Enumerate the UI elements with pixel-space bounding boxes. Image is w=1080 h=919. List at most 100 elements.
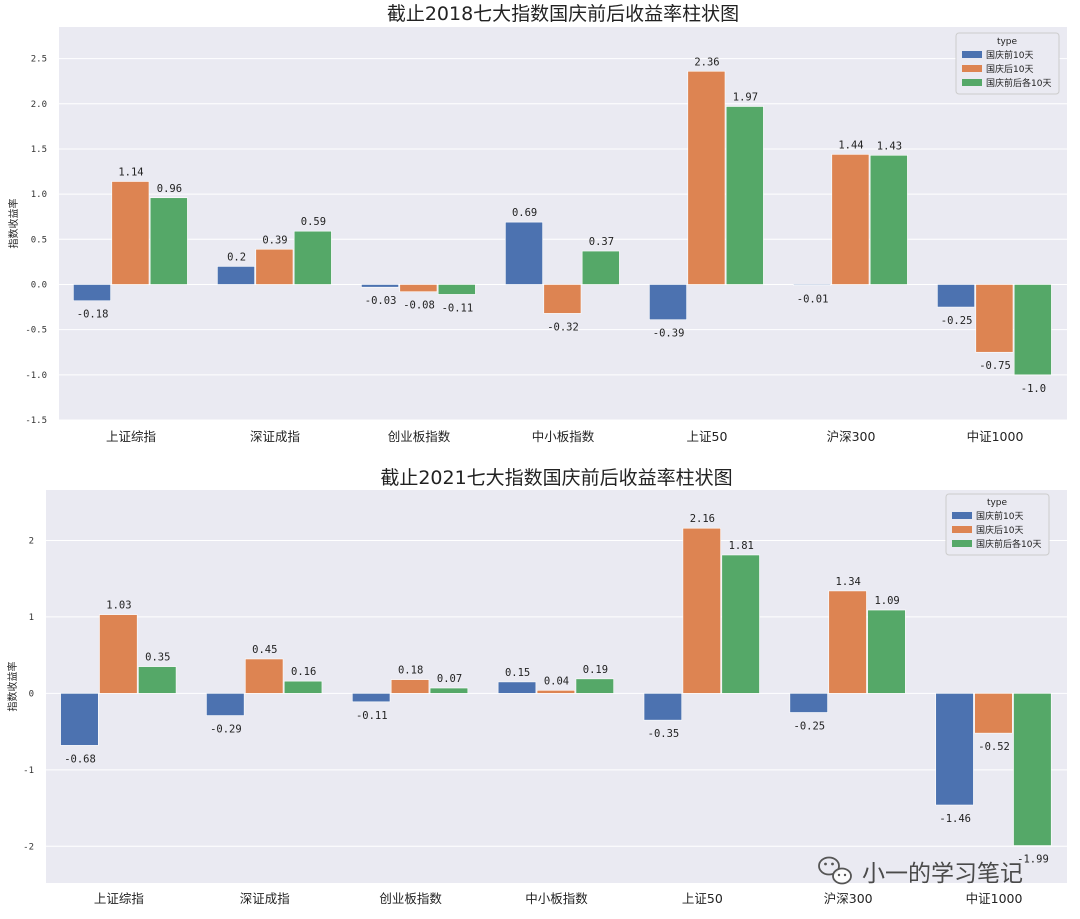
bar-1-series1-cat4 — [505, 221, 543, 285]
y-tick-label: -1 — [23, 766, 34, 776]
watermark-text: 小一的学习笔记 — [862, 861, 1023, 887]
bar-1-series2-cat4 — [543, 284, 582, 314]
bar-value-label: 0.2 — [227, 251, 246, 263]
x-tick-label: 深证成指 — [250, 429, 300, 444]
bar-1-series2-cat2 — [255, 248, 294, 285]
bar-value-label: -1.0 — [1021, 383, 1046, 395]
bar-1-series2-cat7 — [975, 284, 1014, 353]
legend-entry: 国庆后10天 — [976, 524, 1023, 536]
x-tick-label: 创业板指数 — [388, 429, 451, 444]
bar-value-label: 0.45 — [252, 644, 277, 656]
x-tick-label: 中小板指数 — [525, 891, 588, 906]
bar-2-series1-cat6 — [789, 693, 828, 713]
chart-title: 截止2018七大指数国庆前后收益率柱状图 — [387, 3, 739, 25]
bar-value-label: 1.14 — [118, 166, 143, 178]
y-tick-label: 2 — [29, 536, 34, 546]
bar-value-label: 1.44 — [838, 139, 863, 151]
bar-value-label: -0.32 — [547, 321, 579, 333]
legend-swatch — [952, 512, 972, 519]
bar-2-series2-cat6 — [828, 590, 867, 694]
bar-1-series1-cat7 — [937, 284, 975, 308]
legend-swatch — [952, 526, 972, 533]
y-axis-label: 指数收益率 — [7, 199, 20, 249]
bar-value-label: -0.29 — [210, 724, 242, 736]
bar-1-series1-cat5 — [649, 284, 687, 321]
bar-value-label: -0.68 — [64, 753, 96, 765]
y-tick-label: 1.5 — [31, 145, 47, 155]
bar-value-label: 0.04 — [544, 675, 569, 687]
bar-value-label: 0.59 — [301, 216, 326, 228]
wechat-icon — [818, 856, 852, 885]
bar-2-series1-cat7 — [935, 693, 974, 806]
x-tick-label: 沪深300 — [827, 429, 876, 444]
bar-value-label: -0.18 — [77, 309, 109, 321]
bar-value-label: -0.39 — [653, 328, 685, 340]
y-tick-label: 0.0 — [31, 280, 47, 290]
bar-1-series3-cat6 — [869, 154, 908, 285]
y-axis-label: 指数收益率 — [6, 662, 19, 712]
bar-1-series1-cat6 — [793, 284, 831, 286]
legend-entry: 国庆前后各10天 — [976, 538, 1041, 550]
bar-1-series3-cat3 — [437, 284, 476, 295]
x-tick-label: 创业板指数 — [379, 891, 442, 906]
bar-value-label: 0.18 — [398, 665, 423, 677]
legend-box — [945, 493, 1050, 556]
bar-value-label: 1.43 — [877, 140, 902, 152]
legend-swatch — [962, 51, 982, 58]
bar-value-label: 0.15 — [505, 667, 530, 679]
legend-swatch — [952, 540, 972, 547]
bar-value-label: -0.75 — [979, 360, 1011, 372]
x-tick-label: 沪深300 — [824, 891, 873, 906]
y-tick-label: -0.5 — [25, 326, 47, 336]
bar-2-series1-cat2 — [206, 693, 245, 716]
bar-2-series2-cat1 — [99, 614, 138, 694]
bar-2-series2-cat3 — [390, 679, 430, 694]
bar-1-series3-cat1 — [149, 197, 188, 285]
chart-panel-2: -2 -1 0 1 2 -0.68 -0.29 -0.11 0.15 -0.35 -0.25 -1.4… — [6, 467, 1067, 906]
legend-entry: 国庆前后各10天 — [986, 77, 1051, 89]
bar-value-label: 0.39 — [262, 234, 287, 246]
x-tick-label: 上证综指 — [106, 429, 156, 444]
bar-value-label: -0.35 — [648, 728, 680, 740]
y-tick-label: 0.5 — [31, 235, 47, 245]
bar-value-label: -0.52 — [978, 741, 1010, 753]
watermark: 小一的学习笔记 — [818, 856, 1023, 887]
bar-2-series3-cat1 — [138, 666, 177, 694]
bar-1-series1-cat2 — [217, 266, 255, 285]
x-tick-label: 中证1000 — [966, 891, 1023, 906]
x-tick-label: 中小板指数 — [532, 429, 595, 444]
bar-value-label: 1.97 — [733, 92, 758, 104]
bar-value-label: 0.19 — [583, 664, 608, 676]
legend-box — [955, 32, 1060, 95]
bar-2-series3-cat3 — [429, 687, 469, 694]
bar-2-series3-cat6 — [867, 609, 906, 694]
bar-2-series3-cat4 — [575, 678, 614, 694]
bar-value-label: 1.09 — [874, 595, 899, 607]
bar-value-label: 0.16 — [291, 666, 316, 678]
bar-2-series3-cat2 — [283, 680, 323, 694]
legend-title: type — [987, 498, 1008, 508]
bar-value-label: 0.69 — [512, 207, 537, 219]
x-tick-label: 上证综指 — [94, 891, 144, 906]
y-tick-label: 0 — [29, 689, 34, 699]
plot-area — [59, 27, 1067, 420]
bar-1-series2-cat3 — [399, 284, 438, 293]
bar-value-label: 1.34 — [836, 576, 861, 588]
x-tick-label: 上证50 — [682, 891, 723, 906]
bar-1-series3-cat5 — [725, 106, 764, 285]
bar-2-series3-cat7 — [1013, 693, 1052, 846]
y-tick-label: 1 — [29, 613, 34, 623]
y-tick-label: 2.5 — [31, 55, 47, 65]
bar-1-series2-cat1 — [111, 181, 150, 285]
bar-2-series2-cat7 — [974, 693, 1013, 734]
bar-value-label: -0.01 — [797, 293, 829, 305]
bar-value-label: -0.03 — [365, 295, 397, 307]
x-tick-label: 上证50 — [687, 429, 728, 444]
bar-2-series2-cat5 — [682, 527, 721, 694]
bar-value-label: -1.99 — [1017, 854, 1049, 866]
bar-value-label: 1.81 — [729, 540, 754, 552]
bar-value-label: -0.25 — [794, 721, 826, 733]
bar-2-series1-cat3 — [351, 693, 391, 703]
bar-value-label: 2.36 — [694, 56, 719, 68]
